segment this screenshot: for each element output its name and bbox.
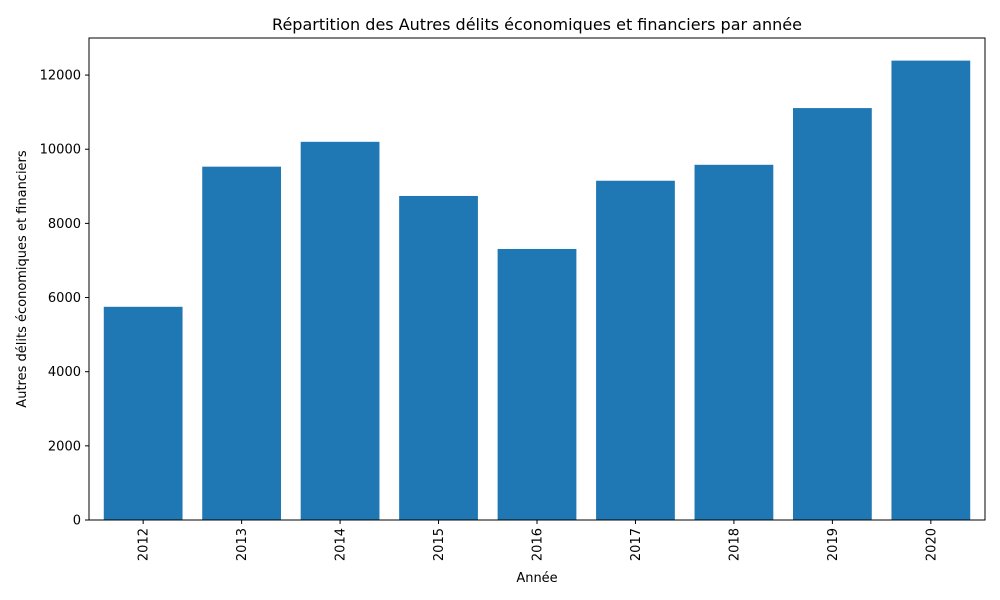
bar-2013 xyxy=(202,166,281,520)
x-tick-label: 2013 xyxy=(235,528,250,561)
x-tick-label: 2017 xyxy=(629,528,644,561)
y-tick-label: 4000 xyxy=(48,365,81,380)
chart-title: Répartition des Autres délits économique… xyxy=(272,15,802,34)
x-tick-label: 2018 xyxy=(727,528,742,561)
bar-2020 xyxy=(891,60,971,521)
x-axis: 2012 2013 2014 2015 2016 2017 2018 2019 2020 xyxy=(137,520,939,561)
x-tick-label: 2012 xyxy=(137,528,152,561)
y-axis-label: Autres délits économiques et financiers xyxy=(15,150,30,408)
bar-2018 xyxy=(694,164,774,521)
bar-2014 xyxy=(300,141,380,520)
y-tick-label: 12000 xyxy=(40,69,81,84)
x-tick-label: 2016 xyxy=(531,528,546,561)
bar-2012 xyxy=(103,306,183,520)
y-tick-label: 0 xyxy=(73,514,81,529)
x-tick-label: 2015 xyxy=(432,528,447,561)
plot-frame xyxy=(88,37,986,521)
x-axis-label: Année xyxy=(516,571,557,586)
bar-2019 xyxy=(793,108,872,520)
y-axis: 0 2000 4000 6000 8000 10000 12000 xyxy=(40,69,89,529)
y-tick-label: 2000 xyxy=(48,439,81,454)
x-tick-label: 2020 xyxy=(924,528,939,561)
bars-group xyxy=(103,60,971,521)
x-tick-label: 2014 xyxy=(334,528,349,561)
bar-2015 xyxy=(399,195,478,520)
bar-2017 xyxy=(596,180,675,520)
bar-2016 xyxy=(497,248,577,520)
y-tick-label: 10000 xyxy=(40,143,81,158)
x-tick-label: 2019 xyxy=(826,528,841,561)
y-tick-label: 6000 xyxy=(48,291,81,306)
y-tick-label: 8000 xyxy=(48,217,81,232)
